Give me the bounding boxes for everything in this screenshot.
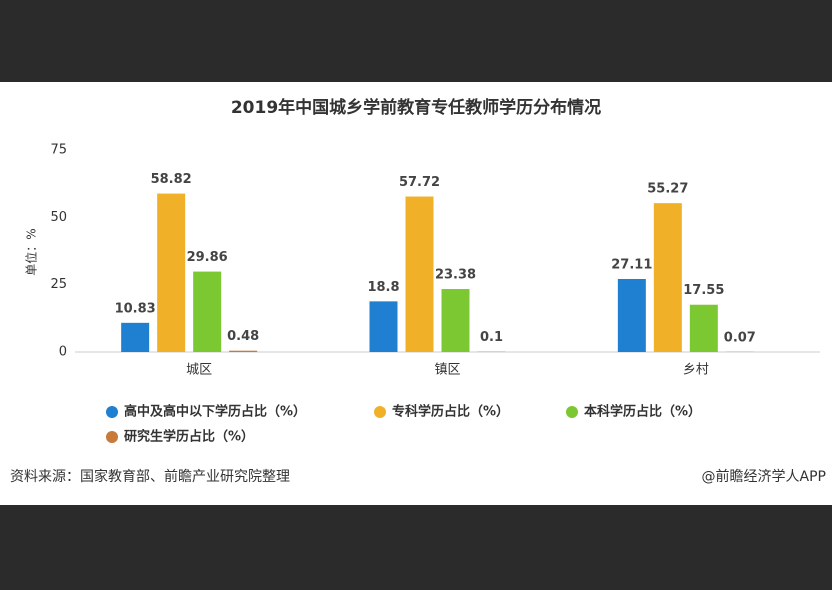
y-tick-label: 0 [59,345,67,360]
bar [690,305,718,352]
legend-marker [374,406,386,418]
legend-label: 专科学历占比（%） [392,404,509,420]
bar [618,279,646,352]
legend-label: 高中及高中以下学历占比（%） [124,404,306,420]
value-label: 27.11 [611,257,652,272]
source: 资料来源：国家教育部、前瞻产业研究院整理 [10,468,290,485]
value-label: 55.27 [647,182,688,197]
x-tick-label: 乡村 [683,363,709,378]
credit: @前瞻经济学人APP [702,468,826,485]
value-label: 58.82 [151,172,192,187]
value-label: 57.72 [399,175,440,190]
value-label: 0.1 [480,330,503,345]
x-tick-label: 城区 [186,363,212,378]
chart-title: 2019年中国城乡学前教育专任教师学历分布情况 [231,97,601,118]
bar [193,272,221,352]
legend-marker [106,406,118,418]
bar [370,301,398,352]
value-label: 0.48 [227,329,259,344]
value-label: 29.86 [187,250,228,265]
bar [406,197,434,352]
value-label: 0.07 [724,330,756,345]
legend-marker [566,406,578,418]
bar [654,203,682,352]
legend-label: 研究生学历占比（%） [124,429,254,445]
value-label: 10.83 [115,301,156,316]
legend-label: 本科学历占比（%） [584,404,701,420]
y-tick-label: 25 [50,277,67,292]
value-label: 23.38 [435,268,476,283]
x-tick-label: 镇区 [434,363,460,378]
value-label: 18.8 [367,280,399,295]
bar [121,323,149,352]
value-label: 17.55 [683,283,724,298]
bar [157,194,185,352]
bar [229,351,257,352]
legend-marker [106,431,118,443]
y-tick-label: 50 [50,210,67,225]
y-tick-label: 75 [50,143,67,158]
y-axis-label: 单位：% [24,228,39,275]
bar [442,289,470,352]
